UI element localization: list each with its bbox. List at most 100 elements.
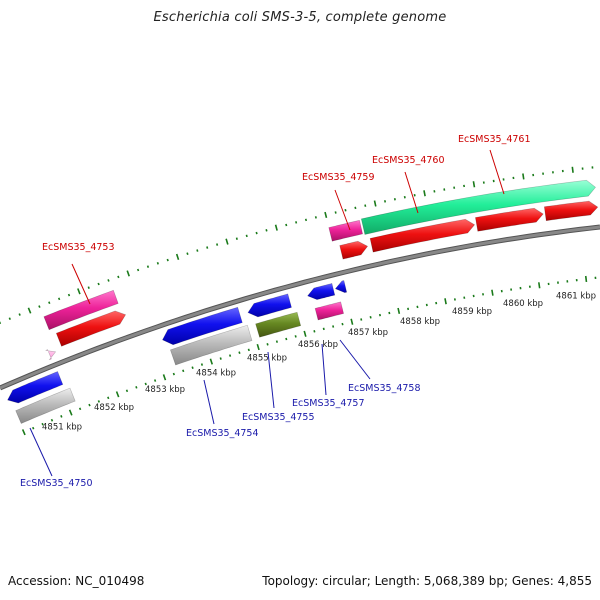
genes-label: Genes: [511,574,554,588]
tick-mark [238,351,241,355]
tick-mark [341,322,344,326]
gene-label-reverse[interactable]: EcSMS35_4755 [242,412,315,423]
gene-arrow[interactable] [307,283,336,300]
gene-leader-line [203,379,215,425]
gene-arrow[interactable] [543,200,599,222]
tick-mark [322,327,325,331]
gene-arrow[interactable] [339,240,369,260]
backbone-line [0,225,600,390]
accession-value: NC_010498 [75,574,145,588]
tick-mark [304,218,308,222]
tick-mark [247,348,250,352]
tick-mark [219,357,222,360]
gene-arrow[interactable] [328,219,363,242]
gene-arrow[interactable] [15,387,76,424]
tick-mark [397,307,401,315]
tick-mark [27,307,32,314]
tick-mark [48,301,51,305]
gene-arrow[interactable] [162,306,243,346]
gene-arrow[interactable] [360,179,596,235]
tick-mark [245,234,248,238]
gene-label-reverse[interactable]: EcSMS35_4750 [20,478,93,489]
accession-info: Accession: NC_010498 [8,574,144,588]
gene-leader-line [334,189,351,231]
gene-leader-line [404,171,419,214]
tick-mark [360,318,363,321]
tick-mark [144,382,147,386]
gene-arrow[interactable] [334,280,348,293]
tick-mark [584,275,588,283]
tick-mark [196,249,199,252]
tick-mark [135,386,138,389]
gene-arrow[interactable] [314,301,344,321]
tick-mark [182,369,185,373]
gene-arrow[interactable] [55,310,127,347]
tick-mark [97,400,101,403]
tick-mark [334,211,337,214]
gene-leader-line [489,149,505,195]
tick-mark [41,422,44,426]
scale-tick-label: 4858 kbp [400,317,440,327]
tick-mark [126,270,130,277]
gene-arrow[interactable] [7,371,64,404]
gene-arrow[interactable] [247,293,292,318]
gene-label-forward[interactable]: EcSMS35_4753 [42,242,115,253]
gene-arrow[interactable] [255,311,302,338]
tick-mark [228,354,232,357]
topology-label: Topology: [262,574,319,588]
gene-leader-line [71,263,91,305]
length-value: 5,068,389 bp [423,574,504,588]
gene-label-forward[interactable]: EcSMS35_4761 [458,134,531,145]
scale-tick-label: 4859 kbp [452,307,492,317]
tick-rows [0,166,597,436]
tick-mark [350,318,354,325]
tick-mark [265,229,268,232]
genome-backbone [0,224,600,391]
tick-mark [294,335,297,338]
tick-mark [275,340,278,343]
tick-mark [373,200,377,207]
tick-mark [77,288,81,295]
genome-stats: Topology: circular; Length: 5,068,389 bp… [262,574,592,588]
gene-label-forward[interactable]: EcSMS35_4759 [302,172,375,183]
tick-mark [285,223,288,227]
gene-leader-line [321,343,327,396]
genes-value: 4,855 [557,574,592,588]
tick-mark [256,343,260,351]
tick-mark [21,429,26,436]
tick-mark [522,173,525,180]
length-label: Length: [374,574,421,588]
tick-mark [369,316,372,319]
tick-mark [344,208,347,212]
tick-mark [68,409,73,416]
tick-mark [18,313,21,316]
tick-mark [235,237,238,240]
scale-tick-label: 4861 kbp [556,292,596,302]
tick-mark [444,298,447,305]
tick-mark [295,221,298,224]
gene-arrow[interactable] [369,218,476,253]
scale-tick-label: 4853 kbp [145,385,185,395]
gene-arrow[interactable] [170,324,253,366]
gene-leader-line [29,427,53,477]
gene-arrow[interactable] [43,289,119,331]
tick-mark [285,337,288,341]
tick-mark [107,396,110,400]
tick-mark [32,426,35,430]
tick-mark [97,282,100,286]
tick-mark [125,389,129,393]
tick-mark [314,216,317,219]
tick-mark [225,238,229,245]
tick-mark [162,374,167,381]
gene-label-forward[interactable]: EcSMS35_4760 [372,155,445,166]
scale-labels: 4851 kbp 4852 kbp 4853 kbp 4854 kbp 4855 kbp… [42,292,596,433]
tick-mark [117,275,120,279]
gene-label-reverse[interactable]: EcSMS35_4754 [186,428,259,439]
tick-mark [107,279,110,282]
gene-label-reverse[interactable]: EcSMS35_4757 [292,398,365,409]
tick-mark [191,366,194,369]
gene-arrow[interactable] [475,207,544,232]
gene-arrow[interactable] [45,349,57,361]
gene-label-reverse[interactable]: EcSMS35_4758 [348,383,421,394]
